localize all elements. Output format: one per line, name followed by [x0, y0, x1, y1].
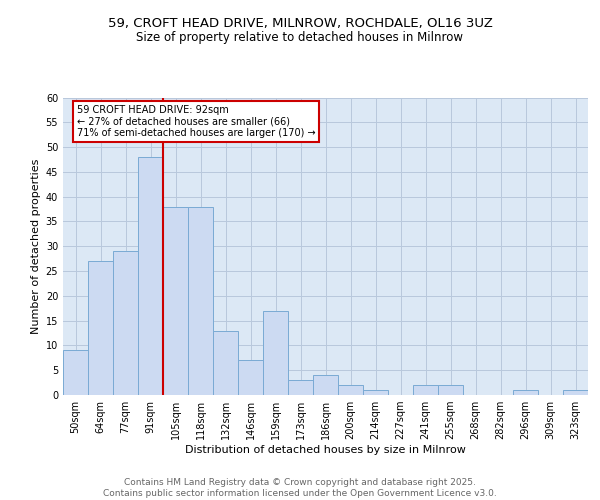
Bar	[363, 390, 388, 395]
X-axis label: Distribution of detached houses by size in Milnrow: Distribution of detached houses by size …	[185, 445, 466, 455]
Text: 59 CROFT HEAD DRIVE: 92sqm
← 27% of detached houses are smaller (66)
71% of semi: 59 CROFT HEAD DRIVE: 92sqm ← 27% of deta…	[77, 105, 316, 138]
Text: Contains HM Land Registry data © Crown copyright and database right 2025.
Contai: Contains HM Land Registry data © Crown c…	[103, 478, 497, 498]
Bar	[138, 157, 163, 395]
Bar	[338, 385, 363, 395]
Bar	[313, 375, 338, 395]
Bar	[288, 380, 313, 395]
Bar	[238, 360, 263, 395]
Bar	[413, 385, 438, 395]
Bar	[188, 206, 213, 395]
Bar	[113, 251, 138, 395]
Bar	[563, 390, 588, 395]
Text: 59, CROFT HEAD DRIVE, MILNROW, ROCHDALE, OL16 3UZ: 59, CROFT HEAD DRIVE, MILNROW, ROCHDALE,…	[107, 18, 493, 30]
Bar	[263, 310, 288, 395]
Bar	[88, 261, 113, 395]
Bar	[513, 390, 538, 395]
Bar	[438, 385, 463, 395]
Bar	[63, 350, 88, 395]
Y-axis label: Number of detached properties: Number of detached properties	[31, 158, 41, 334]
Bar	[213, 330, 238, 395]
Text: Size of property relative to detached houses in Milnrow: Size of property relative to detached ho…	[137, 31, 464, 44]
Bar	[163, 206, 188, 395]
